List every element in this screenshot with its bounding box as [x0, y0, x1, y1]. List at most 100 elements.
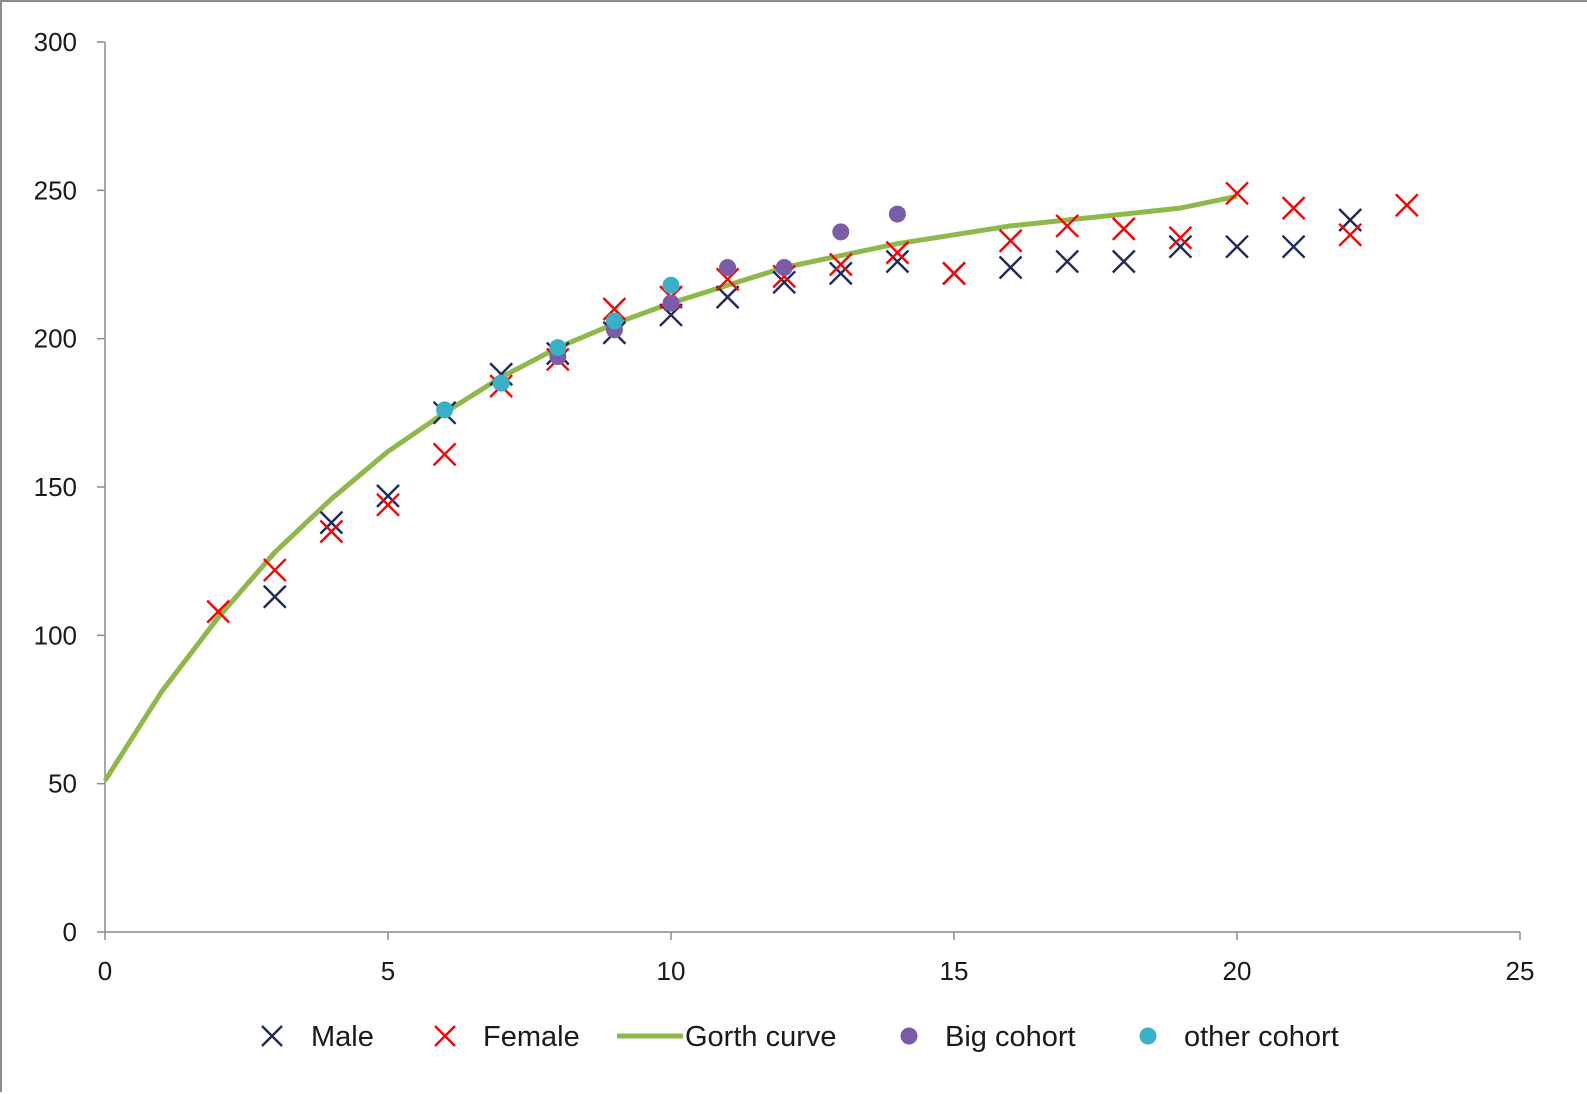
big-cohort-point — [888, 205, 906, 223]
female-point — [206, 599, 231, 624]
female-point — [1168, 225, 1193, 250]
x-marker-stroke — [376, 492, 400, 517]
x-marker-stroke — [1225, 234, 1249, 259]
x-tick-label: 25 — [1506, 956, 1535, 986]
legend-dot-swatch — [1139, 1027, 1157, 1045]
x-marker-stroke — [206, 599, 231, 624]
female-point — [319, 519, 344, 544]
legend-item-big-cohort: Big cohort — [900, 1021, 1076, 1053]
x-marker-stroke — [602, 297, 627, 321]
x-tick-label: 15 — [940, 956, 969, 986]
female-point — [1055, 214, 1080, 238]
x-marker-stroke — [1281, 196, 1306, 220]
x-marker-stroke — [1225, 181, 1249, 206]
legend-label: Male — [311, 1021, 374, 1053]
x-marker-stroke — [715, 267, 740, 292]
male-point — [998, 255, 1023, 280]
male-point — [319, 510, 344, 535]
female-point — [715, 267, 740, 292]
x-marker-stroke — [772, 270, 797, 295]
x-marker-stroke — [659, 303, 683, 327]
x-marker-stroke — [1055, 249, 1080, 274]
male-point — [772, 270, 797, 295]
other-cohort-point — [662, 276, 680, 294]
male-point — [828, 261, 853, 286]
male-point — [659, 303, 683, 327]
male-point — [1055, 249, 1080, 274]
female-point — [1394, 193, 1419, 218]
x-marker-stroke — [715, 285, 740, 309]
female-point — [828, 252, 853, 277]
female-point — [942, 261, 966, 286]
legend-item-female: Female — [434, 1021, 580, 1053]
x-marker-stroke — [261, 1025, 283, 1047]
x-tick-label: 0 — [98, 956, 112, 986]
male-point — [1168, 234, 1193, 259]
male-point — [1225, 234, 1249, 259]
other-cohort-point — [436, 401, 454, 419]
x-marker-stroke — [434, 1025, 456, 1047]
big-cohort-point — [662, 294, 680, 312]
x-tick-label: 20 — [1223, 956, 1252, 986]
x-marker-stroke — [998, 228, 1023, 253]
legend-x-swatch — [261, 1025, 283, 1047]
x-marker-stroke — [1168, 234, 1193, 259]
x-marker-stroke — [1055, 214, 1080, 238]
x-tick-label: 5 — [381, 956, 395, 986]
big-cohort-point — [719, 258, 737, 276]
female-point — [1281, 196, 1306, 220]
female-point — [602, 297, 627, 321]
legend-label: Female — [483, 1021, 580, 1053]
marker-layer — [206, 181, 1419, 624]
female-point — [376, 492, 400, 517]
x-marker-stroke — [828, 261, 853, 286]
female-point — [885, 240, 910, 265]
x-marker-stroke — [1394, 193, 1419, 218]
x-marker-stroke — [319, 510, 344, 535]
male-point — [262, 584, 287, 609]
x-marker-stroke — [1111, 249, 1136, 274]
x-marker-stroke — [432, 442, 457, 467]
male-point — [715, 285, 740, 309]
y-tick-label: 100 — [34, 620, 77, 650]
y-tick-label: 0 — [63, 917, 77, 947]
legend-item-other-cohort: other cohort — [1139, 1021, 1339, 1053]
x-marker-stroke — [1281, 234, 1306, 259]
x-marker-stroke — [1338, 222, 1363, 247]
x-marker-stroke — [262, 584, 287, 609]
y-tick-label: 150 — [34, 472, 77, 502]
other-cohort-point — [492, 374, 510, 392]
y-tick-label: 250 — [34, 175, 77, 205]
legend: Male Female Gorth curve Big cohort other coh… — [261, 1021, 1339, 1053]
axes-group: 0 50 100 150 200 250 300 0 5 10 15 20 25 — [34, 27, 1535, 986]
male-point — [1281, 234, 1306, 259]
legend-dot-swatch — [900, 1027, 918, 1045]
legend-x-swatch — [434, 1025, 456, 1047]
legend-item-male: Male — [261, 1021, 374, 1053]
x-marker-stroke — [319, 519, 344, 544]
x-marker-stroke — [1111, 217, 1136, 241]
male-point — [1111, 249, 1136, 274]
x-marker-stroke — [942, 261, 966, 286]
big-cohort-point — [832, 223, 850, 241]
y-tick-label: 50 — [48, 769, 77, 799]
x-marker-stroke — [376, 484, 400, 508]
female-point — [1338, 222, 1363, 247]
x-marker-stroke — [1168, 225, 1193, 250]
female-point — [432, 442, 457, 467]
female-point — [998, 228, 1023, 253]
other-cohort-point — [605, 312, 623, 330]
y-tick-label: 200 — [34, 324, 77, 354]
legend-item-gorth-curve: Gorth curve — [617, 1021, 837, 1053]
other-cohort-point — [549, 339, 567, 357]
x-marker-stroke — [885, 249, 910, 274]
female-point — [262, 558, 287, 582]
female-point — [1111, 217, 1136, 241]
legend-label: other cohort — [1184, 1021, 1339, 1053]
x-marker-stroke — [885, 240, 910, 265]
big-cohort-point — [775, 258, 793, 276]
x-marker-stroke — [828, 252, 853, 277]
female-point — [1225, 181, 1249, 206]
y-tick-label: 300 — [34, 27, 77, 57]
